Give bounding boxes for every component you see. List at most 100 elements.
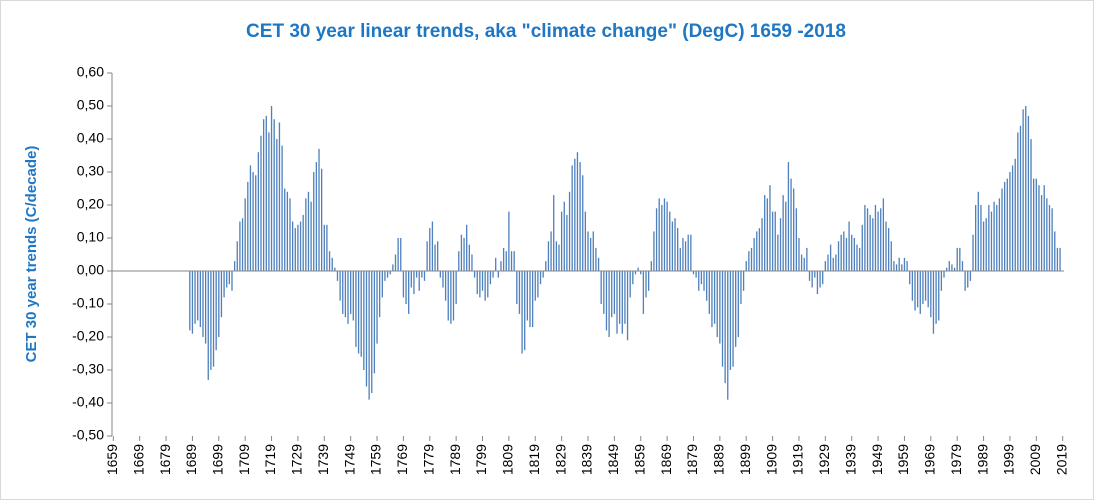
bar [977, 191, 979, 271]
x-tick-label: 1979 [948, 444, 964, 475]
bar [692, 271, 695, 275]
bar [584, 211, 587, 271]
bar [379, 271, 381, 318]
y-tick-label: -0,40 [72, 394, 104, 410]
bar [318, 148, 320, 271]
bar [302, 214, 304, 271]
bar [281, 145, 283, 271]
bar [927, 271, 929, 308]
bar [885, 221, 887, 271]
y-tick-label: 0,40 [77, 130, 104, 146]
bar [1040, 195, 1043, 271]
bar [331, 257, 333, 271]
bar [365, 271, 368, 387]
bar [270, 106, 273, 271]
bar [350, 271, 352, 314]
bar [502, 247, 505, 271]
bar [595, 247, 597, 271]
bar [724, 271, 726, 384]
bar [742, 271, 745, 291]
bar [268, 132, 270, 271]
bar [384, 271, 386, 281]
bar [223, 271, 225, 298]
bar [814, 271, 816, 278]
bar [943, 271, 945, 278]
bar [529, 271, 531, 328]
bar [1059, 247, 1061, 271]
bar [1056, 247, 1059, 271]
y-tick-label: -0,30 [72, 361, 104, 377]
bar [719, 271, 721, 344]
bar [621, 271, 623, 334]
bar [695, 271, 697, 278]
bar [291, 221, 294, 271]
bar [376, 271, 378, 344]
bar [466, 224, 468, 271]
bar [257, 152, 260, 271]
bar [972, 234, 974, 271]
bar [297, 224, 299, 271]
bar [845, 238, 848, 271]
bar [247, 181, 249, 271]
bar [922, 271, 924, 304]
y-tick-label: 0,60 [77, 64, 104, 80]
bar [537, 271, 539, 298]
bar [998, 198, 1001, 271]
bar [278, 122, 281, 271]
bar [824, 261, 826, 271]
bar [273, 119, 275, 271]
bar [700, 271, 703, 285]
bar [418, 271, 420, 291]
bar [866, 208, 869, 271]
x-tick-label: 1829 [552, 444, 568, 475]
bar [402, 271, 405, 298]
bar [932, 271, 935, 334]
bar [218, 271, 220, 337]
bar [429, 228, 431, 271]
bar [848, 221, 850, 271]
bar [381, 271, 383, 298]
bar [779, 218, 782, 271]
bar [405, 271, 407, 304]
bar [687, 234, 689, 271]
bar [771, 211, 774, 271]
bar [953, 267, 956, 271]
x-tick-label: 1809 [500, 444, 516, 475]
y-tick-label: -0,50 [72, 427, 104, 443]
bar [898, 257, 900, 271]
x-tick-label: 1989 [974, 444, 990, 475]
bar [1001, 188, 1003, 271]
bar [611, 271, 613, 318]
bar [210, 271, 212, 370]
bar [439, 271, 441, 278]
bar [959, 247, 961, 271]
bar [655, 208, 658, 271]
bar [204, 271, 207, 344]
bar [874, 205, 877, 271]
bar [887, 228, 890, 271]
bar [993, 201, 995, 271]
bar [629, 271, 631, 298]
bar [231, 271, 233, 291]
bar [645, 271, 647, 298]
bar [906, 261, 908, 271]
bar [861, 224, 863, 271]
bar [632, 271, 634, 285]
x-tick-label: 2009 [1027, 444, 1043, 475]
bar [397, 238, 399, 271]
bar [199, 271, 202, 328]
bar [909, 271, 911, 285]
bar [1027, 115, 1030, 272]
bar [531, 271, 534, 328]
bar [835, 254, 837, 271]
bar [495, 257, 497, 271]
bar [568, 191, 571, 271]
bar [592, 231, 594, 271]
bar [982, 221, 985, 271]
x-tick-label: 2019 [1053, 444, 1069, 475]
bar [255, 175, 257, 271]
bar [613, 271, 616, 314]
bar [437, 241, 439, 271]
x-tick-label: 1659 [104, 444, 120, 475]
bar [935, 271, 937, 324]
